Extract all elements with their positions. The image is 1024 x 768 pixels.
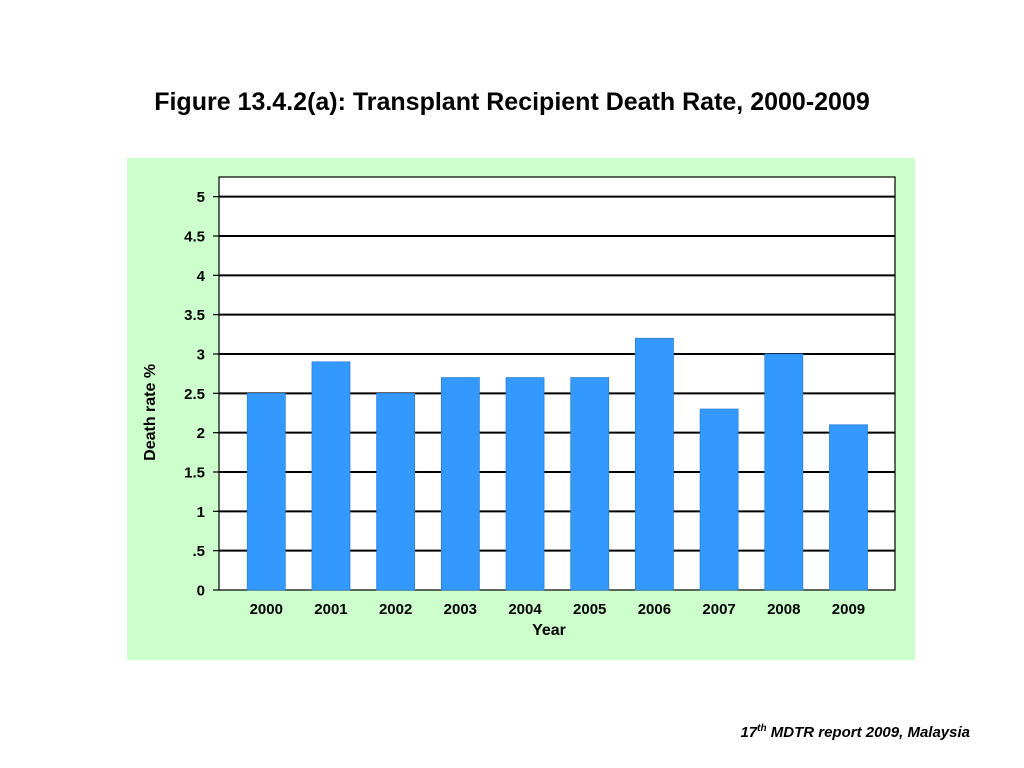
y-tick-label: 2 <box>197 425 205 442</box>
bar-2005 <box>570 377 610 591</box>
y-tick-label: 5 <box>197 189 205 206</box>
x-tick-label: 2005 <box>573 601 606 618</box>
y-axis-ticks: 0 .5 1 1.5 2 2.5 3 3.5 4 4.5 5 <box>184 189 206 599</box>
x-tick-label: 2003 <box>444 601 477 618</box>
footnote-text: MDTR report 2009, Malaysia <box>766 724 970 741</box>
slide-title: Figure 13.4.2(a): Transplant Recipient D… <box>154 88 870 116</box>
source-footnote: 17th MDTR report 2009, Malaysia <box>740 723 970 741</box>
bar-2009 <box>829 424 868 591</box>
chart-panel: 0.5 1 1.5 2 2.5 3 3.5 4 4.5 5 2000 2001 2002 2003 200… <box>127 158 915 660</box>
bar-2007 <box>699 408 739 591</box>
y-tick-label: 0 <box>197 583 205 600</box>
y-tick-label: 1.5 <box>184 465 205 482</box>
y-axis-label: Death rate % <box>142 364 159 461</box>
bar-2001 <box>311 361 351 591</box>
x-tick-label: 2001 <box>314 601 347 618</box>
y-tick-label: 2.5 <box>184 386 205 403</box>
x-tick-label: 2007 <box>702 601 735 618</box>
bar-2000 <box>246 392 286 591</box>
bar-2002 <box>376 392 416 591</box>
bar-2006 <box>635 337 674 591</box>
x-tick-label: 2004 <box>508 601 542 618</box>
y-tick-label: 3.5 <box>184 307 205 324</box>
x-tick-label: 2006 <box>638 601 671 618</box>
bar-2008 <box>764 353 804 591</box>
x-tick-label: 2002 <box>379 601 412 618</box>
y-tick-label: .5 <box>192 543 205 560</box>
x-tick-label: 2008 <box>767 601 800 618</box>
footnote-number: 17 <box>740 724 758 741</box>
y-tick-label: 1 <box>197 504 205 521</box>
bar-chart: 0.511.522.533.544.55 2000 2001 2002 2003 200… <box>142 176 896 639</box>
y-tick-label: 4 <box>197 268 206 285</box>
y-tick-label: 4.5 <box>184 229 205 246</box>
x-axis-ticks: 2000 2001 2002 2003 2004 2005 2006 2007 2008 2009 <box>250 601 866 618</box>
x-tick-label: 2009 <box>832 601 865 618</box>
x-axis-label: Year <box>532 622 566 639</box>
y-tick-label: 3 <box>197 347 205 364</box>
x-tick-label: 2000 <box>250 601 283 618</box>
bars <box>246 337 868 591</box>
bar-2003 <box>440 377 480 591</box>
footnote-superscript: th <box>757 723 767 734</box>
bar-2004 <box>505 377 545 591</box>
